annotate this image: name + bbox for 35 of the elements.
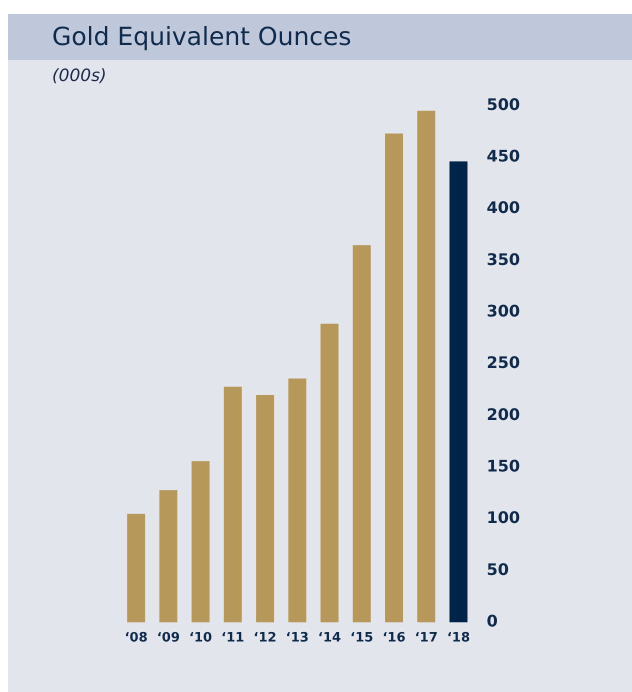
x-tick-label: ‘11 xyxy=(221,630,244,646)
x-tick-label: ‘18 xyxy=(446,630,470,646)
y-tick-label: 350 xyxy=(486,250,520,269)
bar xyxy=(159,490,178,622)
y-tick-label: 50 xyxy=(486,560,509,579)
bar xyxy=(352,245,371,622)
x-tick-label: ‘17 xyxy=(414,630,438,646)
x-tick-label: ‘15 xyxy=(350,630,374,646)
x-tick-label: ‘08 xyxy=(124,630,148,646)
bar xyxy=(449,161,468,622)
bar xyxy=(192,461,210,622)
bar xyxy=(288,378,306,622)
x-tick-label: ‘09 xyxy=(156,630,180,646)
x-tick-label: ‘14 xyxy=(318,630,342,646)
y-tick-label: 200 xyxy=(486,404,520,424)
bar xyxy=(127,514,146,622)
bar xyxy=(256,395,274,622)
y-tick-label: 300 xyxy=(486,301,520,320)
y-tick-label: 100 xyxy=(486,508,520,528)
bar xyxy=(320,324,339,622)
y-tick-label: 0 xyxy=(486,612,498,631)
y-tick-label: 250 xyxy=(486,353,520,372)
bar xyxy=(417,110,436,622)
y-tick-label: 400 xyxy=(486,198,520,218)
bar xyxy=(224,386,242,622)
bar xyxy=(385,134,404,622)
chart-subtitle: (000s) xyxy=(52,66,107,86)
y-tick-label: 500 xyxy=(486,94,520,114)
x-tick-label: ‘12 xyxy=(254,630,277,646)
x-tick-label: ‘13 xyxy=(286,630,309,646)
y-tick-label: 450 xyxy=(486,146,520,166)
y-tick-label: 150 xyxy=(486,456,520,476)
chart-title: Gold Equivalent Ounces xyxy=(8,14,632,60)
x-tick-label: ‘16 xyxy=(382,630,406,646)
x-tick-label: ‘10 xyxy=(189,630,212,646)
